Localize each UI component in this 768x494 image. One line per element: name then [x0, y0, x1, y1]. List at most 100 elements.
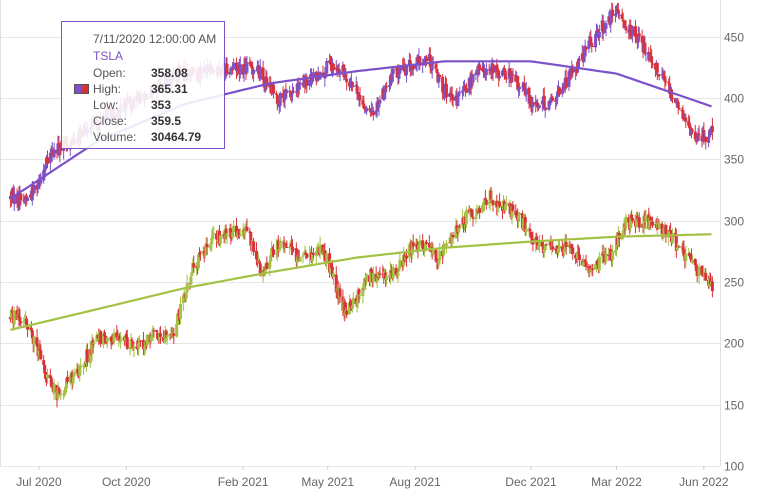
candle-body[interactable] [522, 82, 526, 91]
candle-body[interactable] [582, 57, 586, 62]
candle-body[interactable] [450, 93, 454, 98]
candle-body[interactable] [44, 164, 48, 170]
candle-body[interactable] [524, 228, 528, 232]
candle-body[interactable] [671, 97, 675, 99]
candle-body[interactable] [434, 249, 438, 262]
candle-body[interactable] [216, 240, 220, 242]
candle-body[interactable] [137, 343, 141, 349]
candle-body[interactable] [9, 309, 13, 318]
candle-body[interactable] [649, 217, 653, 221]
candle-body[interactable] [355, 85, 359, 92]
candle-body[interactable] [350, 82, 354, 88]
candle-body[interactable] [218, 235, 222, 245]
candle-body[interactable] [181, 295, 185, 303]
candle-body[interactable] [418, 240, 422, 246]
candle-body[interactable] [292, 90, 296, 92]
candle-body[interactable] [601, 21, 605, 33]
candle-body[interactable] [481, 205, 485, 212]
candle-body[interactable] [435, 261, 439, 263]
candle-body[interactable] [497, 70, 501, 79]
candle-body[interactable] [581, 261, 585, 266]
candle-body[interactable] [684, 117, 688, 122]
candle-body[interactable] [491, 63, 495, 74]
candle-body[interactable] [496, 207, 500, 209]
candle-body[interactable] [629, 215, 633, 229]
candle-body[interactable] [667, 82, 671, 84]
candle-body[interactable] [703, 272, 707, 274]
candle-body[interactable] [709, 278, 713, 285]
candle-body[interactable] [650, 221, 654, 223]
candle-body[interactable] [385, 276, 389, 280]
candle-body[interactable] [284, 243, 288, 247]
candle-body[interactable] [48, 375, 52, 379]
candle-body[interactable] [444, 83, 448, 98]
candle-body[interactable] [159, 333, 163, 337]
candle-body[interactable] [562, 249, 566, 252]
candle-body[interactable] [165, 335, 169, 338]
candle-body[interactable] [275, 95, 279, 104]
candle-body[interactable] [681, 246, 685, 250]
candle-body[interactable] [458, 226, 462, 228]
candle-body[interactable] [43, 364, 47, 371]
candle-body[interactable] [591, 268, 595, 270]
candle-body[interactable] [197, 253, 201, 255]
candle-body[interactable] [236, 233, 240, 235]
candle-body[interactable] [35, 337, 39, 347]
candle-body[interactable] [435, 68, 439, 73]
candle-body[interactable] [12, 194, 16, 205]
candle-body[interactable] [455, 225, 459, 229]
candle-body[interactable] [637, 33, 641, 37]
candle-body[interactable] [369, 268, 373, 272]
candle-body[interactable] [398, 259, 402, 269]
candle-body[interactable] [301, 255, 305, 257]
candle-body[interactable] [482, 71, 486, 73]
candle-body[interactable] [437, 75, 441, 83]
candle-body[interactable] [349, 301, 353, 307]
candle-body[interactable] [23, 320, 27, 322]
candle-body[interactable] [388, 75, 392, 86]
candle-body[interactable] [556, 91, 560, 97]
candle-body[interactable] [210, 237, 214, 245]
candle-body[interactable] [555, 96, 559, 102]
candle-body[interactable] [564, 242, 568, 248]
candle-body[interactable] [643, 42, 647, 54]
candle-body[interactable] [245, 62, 249, 73]
candle-body[interactable] [354, 84, 358, 87]
candle-body[interactable] [289, 90, 293, 97]
candle-body[interactable] [36, 181, 40, 190]
candle-body[interactable] [330, 262, 334, 269]
candle-body[interactable] [378, 273, 382, 275]
candle-body[interactable] [184, 292, 188, 299]
candle-body[interactable] [704, 136, 708, 143]
candle-body[interactable] [290, 243, 294, 248]
candle-body[interactable] [474, 216, 478, 219]
candle-body[interactable] [676, 101, 680, 108]
candle-body[interactable] [536, 102, 540, 107]
candle-body[interactable] [583, 45, 587, 57]
candle-body[interactable] [448, 92, 452, 96]
candle-body[interactable] [430, 62, 434, 71]
candle-body[interactable] [602, 252, 606, 255]
candle-body[interactable] [471, 217, 475, 219]
candle-body[interactable] [52, 383, 56, 393]
candle-body[interactable] [576, 252, 580, 254]
candle-body[interactable] [325, 60, 329, 74]
candle-body[interactable] [39, 350, 43, 360]
candle-body[interactable] [68, 375, 72, 383]
candle-body[interactable] [355, 301, 359, 305]
candle-body[interactable] [674, 236, 678, 251]
candle-body[interactable] [42, 360, 46, 365]
candle-body[interactable] [192, 263, 196, 268]
candle-body[interactable] [609, 15, 613, 25]
candle-body[interactable] [631, 26, 635, 36]
candle-body[interactable] [189, 276, 193, 285]
candle-body[interactable] [504, 78, 508, 80]
candle-body[interactable] [129, 339, 133, 346]
candle-body[interactable] [8, 316, 12, 320]
candle-body[interactable] [504, 202, 508, 204]
candle-body[interactable] [602, 28, 606, 33]
candle-body[interactable] [18, 317, 22, 322]
candle-body[interactable] [450, 235, 454, 245]
candle-body[interactable] [615, 8, 619, 10]
candle-body[interactable] [331, 273, 335, 277]
